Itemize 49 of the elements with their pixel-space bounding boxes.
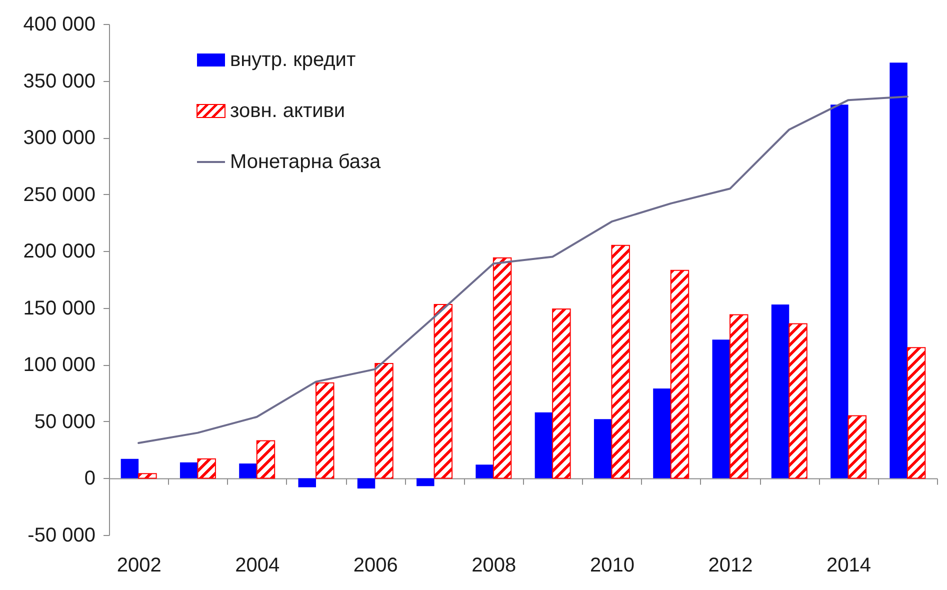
bar bbox=[120, 458, 139, 478]
bar bbox=[611, 244, 630, 479]
x-tick-label: 2010 bbox=[590, 554, 634, 576]
bar bbox=[476, 464, 494, 478]
y-tick-label: 300 000 bbox=[23, 127, 96, 150]
bar bbox=[316, 382, 334, 479]
legend-label: Монетарна база bbox=[230, 151, 382, 173]
bar bbox=[534, 412, 553, 478]
legend-label: зовн. активи bbox=[230, 100, 346, 122]
bar bbox=[890, 62, 908, 478]
bar bbox=[138, 473, 157, 479]
bar bbox=[492, 257, 512, 479]
line-series bbox=[138, 96, 908, 444]
bar bbox=[771, 304, 790, 478]
bar bbox=[197, 458, 216, 479]
bar bbox=[416, 478, 434, 486]
bar bbox=[830, 104, 848, 478]
bar bbox=[670, 270, 690, 479]
x-tick-label: 2012 bbox=[708, 554, 753, 576]
bar bbox=[552, 308, 571, 479]
y-tick-label: 50 000 bbox=[34, 410, 96, 433]
bar bbox=[906, 347, 926, 479]
bar bbox=[180, 462, 198, 478]
y-tick-label: 150 000 bbox=[23, 297, 96, 320]
bar bbox=[256, 440, 276, 479]
bar bbox=[712, 340, 730, 478]
y-tick-label: 100 000 bbox=[23, 354, 96, 376]
y-tick-label: 0 bbox=[84, 468, 96, 490]
x-tick-label: 2002 bbox=[116, 554, 162, 576]
y-tick-label: 350 000 bbox=[23, 70, 96, 92]
bar bbox=[239, 463, 257, 478]
bar bbox=[653, 388, 671, 478]
y-tick-label: 400 000 bbox=[23, 14, 96, 36]
bar bbox=[298, 478, 316, 488]
bar bbox=[357, 478, 376, 488]
x-tick-label: 2006 bbox=[353, 554, 398, 576]
bar bbox=[848, 415, 867, 479]
x-tick-label: 2014 bbox=[826, 554, 872, 576]
y-tick-label: -50 000 bbox=[28, 524, 96, 546]
bar bbox=[788, 323, 808, 479]
bar bbox=[730, 314, 748, 479]
x-tick-label: 2004 bbox=[235, 554, 280, 576]
bar bbox=[434, 304, 453, 479]
legend-label: внутр. кредит bbox=[230, 49, 356, 71]
y-tick-label: 250 000 bbox=[23, 184, 96, 206]
bar bbox=[374, 363, 394, 479]
y-tick-label: 200 000 bbox=[23, 240, 96, 263]
bar bbox=[594, 419, 612, 478]
x-tick-label: 2008 bbox=[472, 554, 516, 576]
